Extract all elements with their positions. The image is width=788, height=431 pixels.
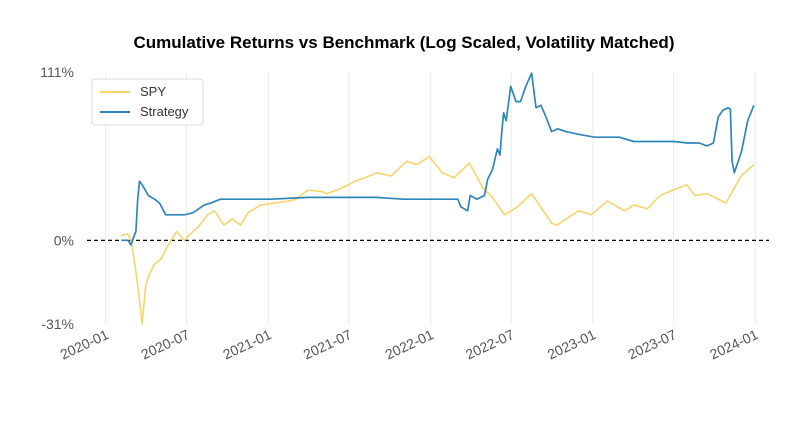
y-tick-label: -31% [41,316,74,332]
series-lines [120,72,755,325]
x-axis-ticks: 2020-01 2020-07 2021-01 2021-07 2022-01 2022-… [58,326,761,362]
legend-label-spy: SPY [140,84,166,99]
x-tick-label: 2021-01 [220,326,274,362]
y-tick-label: 0% [54,232,74,248]
x-tick-label: 2023-07 [625,326,679,362]
y-axis-ticks: 111% 0% -31% [40,64,74,332]
chart-title: Cumulative Returns vs Benchmark (Log Sca… [134,33,675,52]
x-tick-label: 2023-01 [545,326,599,362]
legend-label-strategy: Strategy [140,104,189,119]
x-tick-label: 2022-07 [463,326,517,362]
legend-box [91,78,204,126]
series-line-strategy [121,72,755,246]
x-tick-label: 2022-01 [383,326,437,362]
series-line-spy [120,155,755,325]
y-tick-label: 111% [40,64,74,80]
x-tick-label: 2021-07 [301,326,355,362]
legend: SPY Strategy [91,78,204,126]
x-tick-label: 2024-01 [707,326,761,362]
x-tick-label: 2020-07 [139,326,193,362]
